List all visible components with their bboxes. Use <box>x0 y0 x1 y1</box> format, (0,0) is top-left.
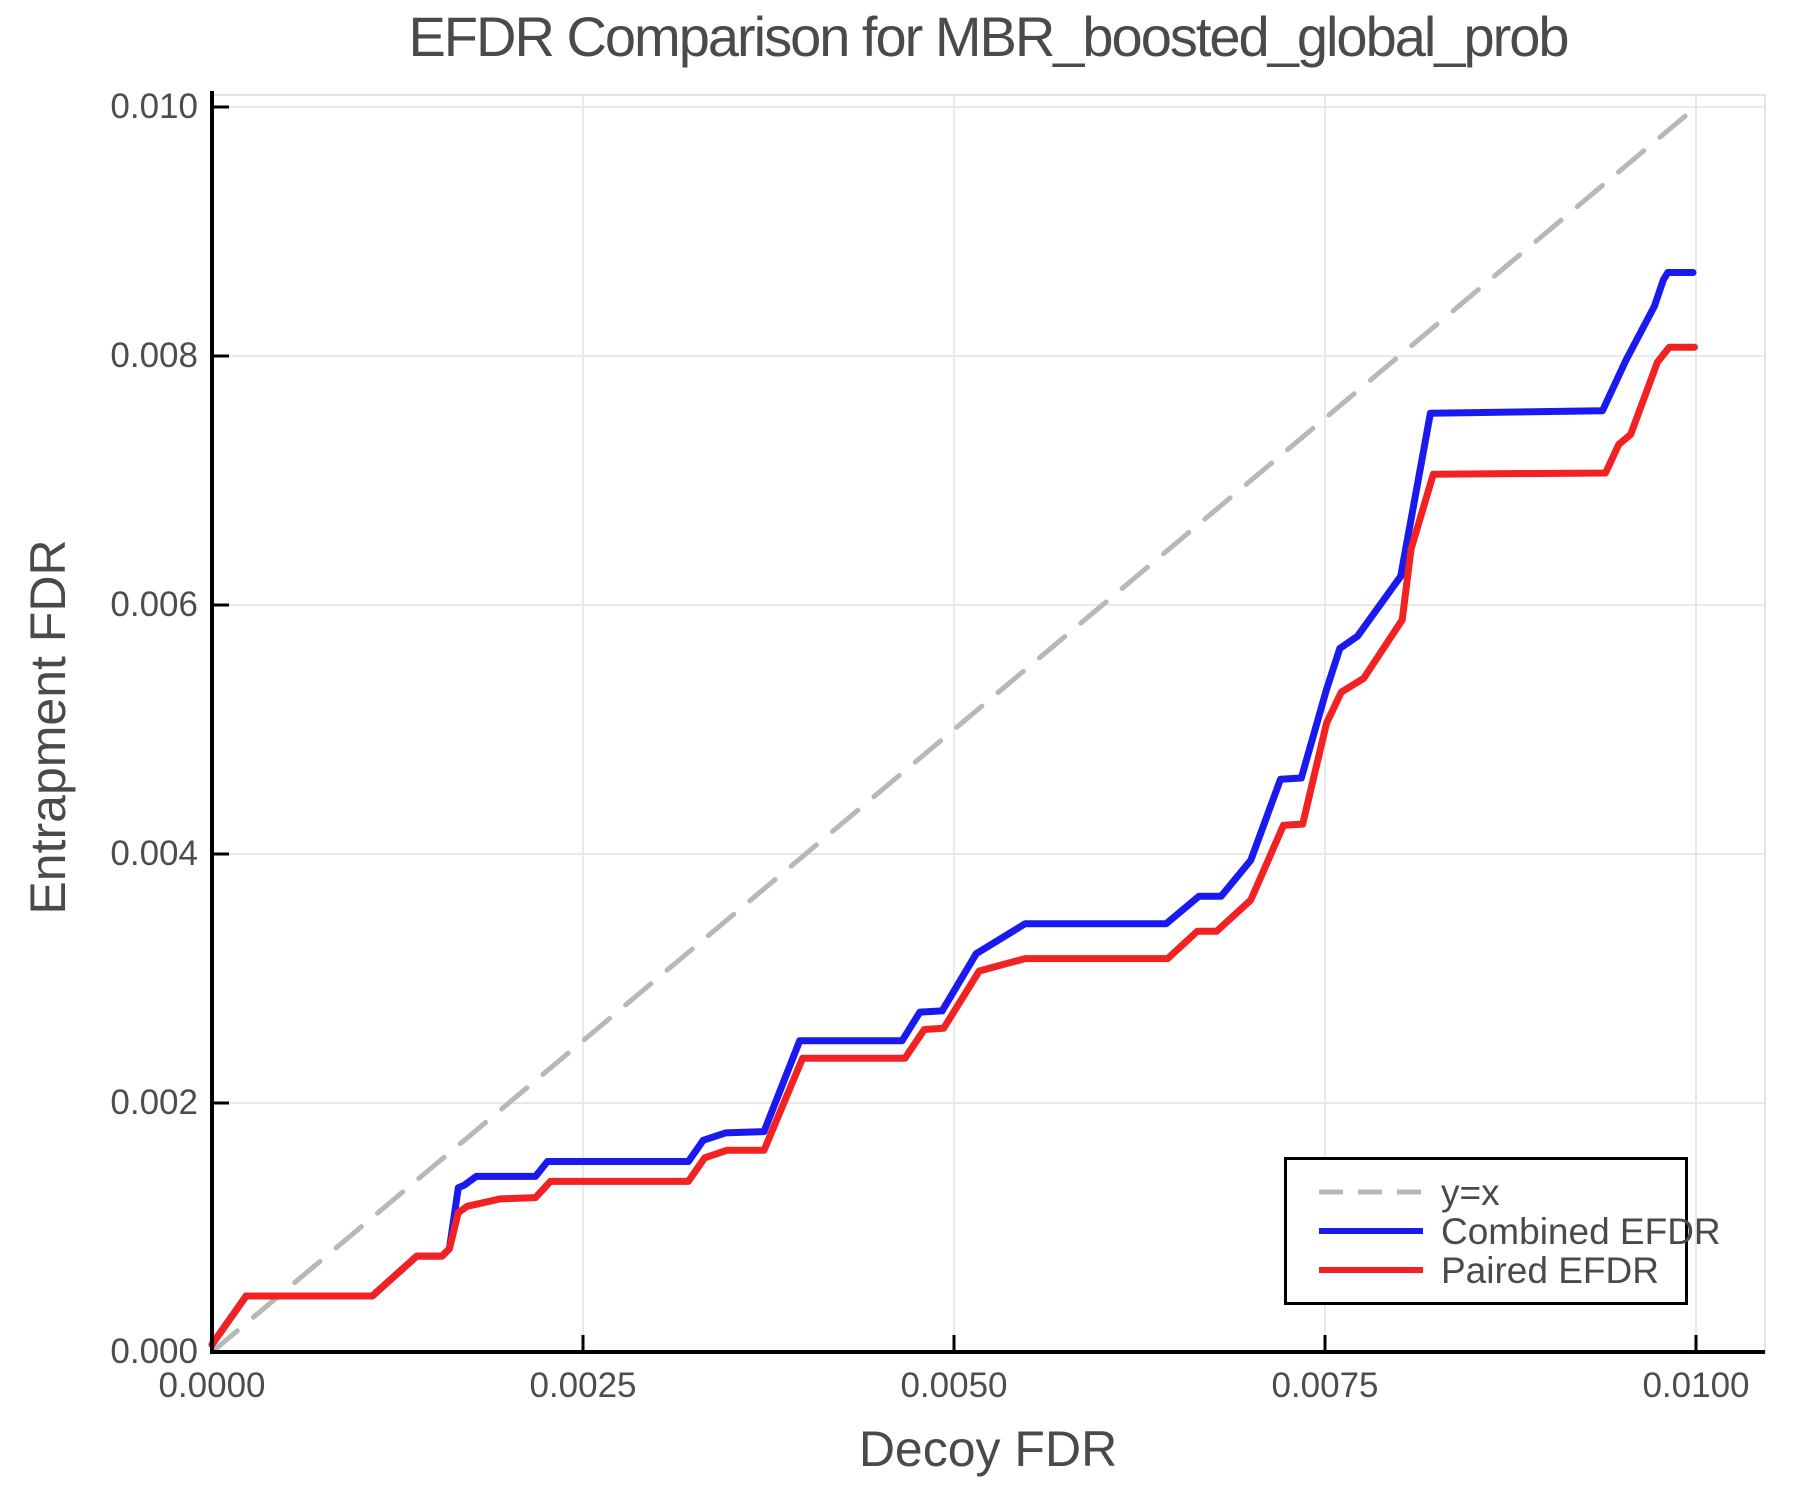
x-tick-label: 0.0025 <box>529 1366 637 1405</box>
x-tick-label: 0.0050 <box>900 1366 1008 1405</box>
y-tick-label: 0.006 <box>110 584 198 624</box>
legend-item-combined-efdr: Combined EFDR <box>1317 1212 1721 1251</box>
legend-label-yx: y=x <box>1441 1171 1500 1213</box>
chart-title: EFDR Comparison for MBR_boosted_global_p… <box>408 5 1569 68</box>
legend-label-paired-efdr: Paired EFDR <box>1441 1249 1659 1291</box>
x-tick-label: 0.0100 <box>1642 1366 1750 1405</box>
legend-item-yx: y=x <box>1317 1173 1685 1212</box>
y-tick-label: 0.000 <box>110 1332 198 1371</box>
legend-label-combined-efdr: Combined EFDR <box>1441 1210 1721 1252</box>
series-line-paired-efdr <box>208 343 1698 1348</box>
y-tick-label: 0.002 <box>110 1082 198 1122</box>
y-tick-label: 0.004 <box>110 833 198 873</box>
x-tick-label: 0.0000 <box>158 1366 266 1405</box>
x-axis-label: Decoy FDR <box>858 1421 1118 1477</box>
solid-line-sample-icon <box>1319 1228 1423 1234</box>
series-line-y-x <box>209 104 1699 1355</box>
dashed-line-sample-icon <box>1319 1189 1423 1195</box>
y-tick-label: 0.010 <box>110 86 198 126</box>
x-tick-label: 0.0075 <box>1271 1366 1379 1405</box>
legend: y=x Combined EFDR Paired EFDR <box>1284 1157 1721 1305</box>
solid-line-sample-icon <box>1319 1267 1423 1273</box>
legend-item-paired-efdr: Paired EFDR <box>1317 1251 1685 1290</box>
y-tick-label: 0.008 <box>110 335 198 375</box>
series-line-combined-efdr <box>208 269 1697 1348</box>
